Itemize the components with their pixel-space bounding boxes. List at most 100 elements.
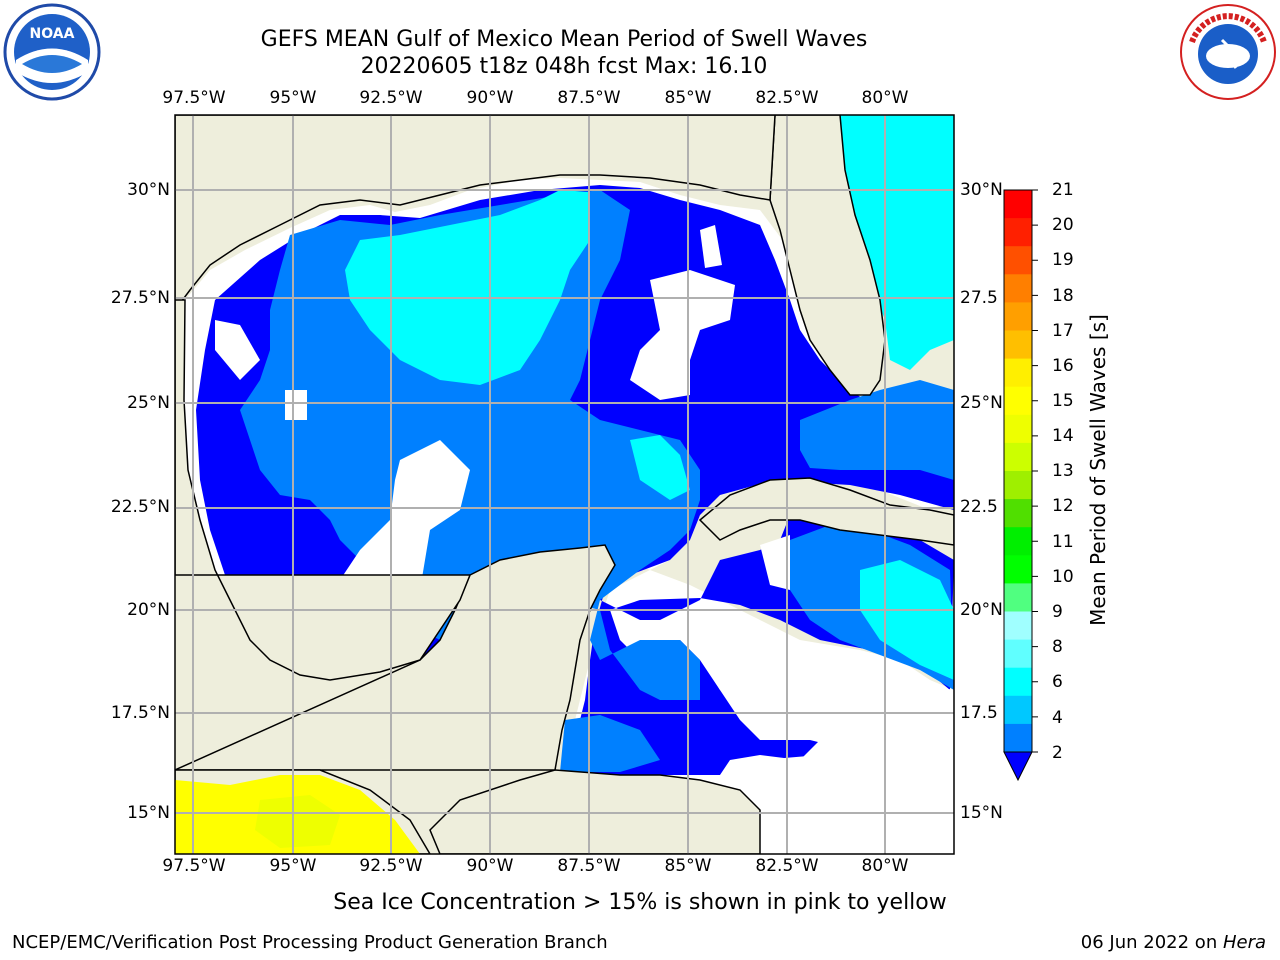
swell-4-6-east — [800, 380, 954, 480]
missing-gap-east — [630, 270, 735, 400]
colorbar-swatch — [1004, 695, 1032, 725]
lon-tick-top: 85°W — [664, 88, 712, 108]
missing-gap-small — [285, 390, 307, 420]
colorbar-swatch — [1004, 667, 1032, 697]
footer-date-text: 06 Jun 2022 on — [1080, 932, 1223, 953]
lon-tick-bottom: 80°W — [861, 856, 909, 876]
colorbar-tick: 10 — [1052, 567, 1074, 587]
swell-4-6-yucatan — [560, 715, 660, 772]
sea-ice-note: Sea Ice Concentration > 15% is shown in … — [333, 890, 947, 915]
colorbar-swatch — [1004, 527, 1032, 556]
colorbar — [1003, 189, 1038, 782]
land-west-coast — [175, 299, 472, 681]
colorbar-swatch — [1004, 274, 1032, 303]
lon-tick-bottom: 90°W — [466, 856, 514, 876]
colorbar-swatch — [1004, 246, 1032, 275]
footer-host: Hera — [1222, 932, 1266, 953]
missing-gap-ne — [700, 225, 722, 268]
colorbar-swatch — [1004, 302, 1032, 331]
lon-tick-top: 90°W — [466, 88, 514, 108]
lat-tick-right: 17.5 — [960, 703, 998, 723]
lat-tick-left: 20°N — [127, 600, 170, 620]
lon-tick-top: 95°W — [269, 88, 317, 108]
land-cuba — [698, 477, 954, 546]
colorbar-tick: 11 — [1052, 532, 1074, 552]
chart-subtitle: 20220605 t18z 048h fcst Max: 16.10 — [360, 54, 768, 79]
lat-tick-right: 30°N — [960, 180, 1003, 200]
colorbar-tick: 12 — [1052, 496, 1074, 516]
colorbar-tick: 8 — [1052, 637, 1063, 657]
colorbar-extend-arrow — [1003, 751, 1033, 782]
colorbar-swatch — [1004, 330, 1032, 360]
colorbar-swatch — [1004, 611, 1032, 641]
colorbar-swatch — [1004, 499, 1032, 528]
gridlines — [175, 115, 954, 854]
swell-6-8 — [345, 190, 590, 385]
map-frame — [174, 114, 955, 855]
colorbar-swatch — [1004, 583, 1032, 612]
colorbar-tick: 18 — [1052, 286, 1074, 306]
lat-tick-right: 25°N — [960, 393, 1003, 413]
colorbar-tick: 15 — [1052, 391, 1074, 411]
colorbar-swatch — [1004, 414, 1032, 444]
lat-tick-left: 27.5°N — [110, 288, 170, 308]
land-yucatan — [175, 544, 616, 854]
lon-tick-bottom: 85°W — [664, 856, 712, 876]
swell-6-8-atlantic — [840, 115, 954, 370]
lat-tick-left: 25°N — [127, 393, 170, 413]
colorbar-tick: 13 — [1052, 461, 1074, 481]
colorbar-swatch — [1004, 386, 1032, 416]
colorbar-tick: 2 — [1052, 743, 1063, 763]
colorbar-tick: 4 — [1052, 708, 1063, 728]
colorbar-tick: 14 — [1052, 426, 1074, 446]
noaa-logo: NOAA — [3, 3, 101, 101]
lat-tick-left: 22.5°N — [110, 497, 170, 517]
colorbar-tick: 17 — [1052, 321, 1074, 341]
colorbar-swatch — [1004, 190, 1032, 219]
missing-gap-central — [340, 440, 470, 605]
colorbar-tick: 21 — [1052, 180, 1074, 200]
lon-tick-top: 92.5°W — [359, 88, 423, 108]
lon-tick-bottom: 82.5°W — [755, 856, 819, 876]
missing-gap-west — [215, 320, 260, 380]
colorbar-tick: 19 — [1052, 250, 1074, 270]
lat-tick-left: 30°N — [127, 180, 170, 200]
lat-tick-right: 15°N — [960, 803, 1003, 823]
lon-tick-bottom: 97.5°W — [162, 856, 226, 876]
noaa-logo-text: NOAA — [30, 26, 75, 42]
swell-6-8-caribbean — [860, 560, 954, 680]
ice-overlay-inner — [255, 795, 340, 848]
footer-date: 06 Jun 2022 on Hera — [1081, 932, 1266, 953]
colorbar-swatch — [1004, 639, 1032, 669]
lat-tick-left: 17.5°N — [110, 703, 170, 723]
colorbar-swatch — [1004, 723, 1032, 753]
colorbar-swatch — [1004, 471, 1032, 500]
colorbar-swatch — [1004, 555, 1032, 584]
chart-title: GEFS MEAN Gulf of Mexico Mean Period of … — [260, 27, 868, 52]
colorbar-title: Mean Period of Swell Waves [s] — [1086, 314, 1110, 626]
missing-gap-yucatan-channel — [760, 535, 790, 590]
lon-tick-top: 97.5°W — [162, 88, 226, 108]
lat-tick-right: 22.5 — [960, 497, 998, 517]
colorbar-tick: 16 — [1052, 356, 1074, 376]
nws-logo — [1180, 4, 1276, 100]
lon-tick-top: 87.5°W — [557, 88, 621, 108]
footer-credit: NCEP/EMC/Verification Post Processing Pr… — [12, 932, 608, 953]
swell-6-8-center — [630, 435, 690, 500]
lon-tick-bottom: 87.5°W — [557, 856, 621, 876]
missing-gap-caribbean — [690, 635, 954, 854]
colorbar-tick: 20 — [1052, 215, 1074, 235]
lon-tick-bottom: 95°W — [269, 856, 317, 876]
colorbar-swatch — [1004, 358, 1032, 388]
lon-tick-bottom: 92.5°W — [359, 856, 423, 876]
lat-tick-right: 20°N — [960, 600, 1003, 620]
lat-tick-left: 15°N — [127, 803, 170, 823]
lat-tick-right: 27.5 — [960, 288, 998, 308]
colorbar-swatch — [1004, 442, 1032, 472]
colorbar-swatch — [1004, 218, 1032, 247]
colorbar-tick: 6 — [1052, 672, 1063, 692]
colorbar-tick: 9 — [1052, 602, 1063, 622]
lon-tick-top: 80°W — [861, 88, 909, 108]
lon-tick-top: 82.5°W — [755, 88, 819, 108]
